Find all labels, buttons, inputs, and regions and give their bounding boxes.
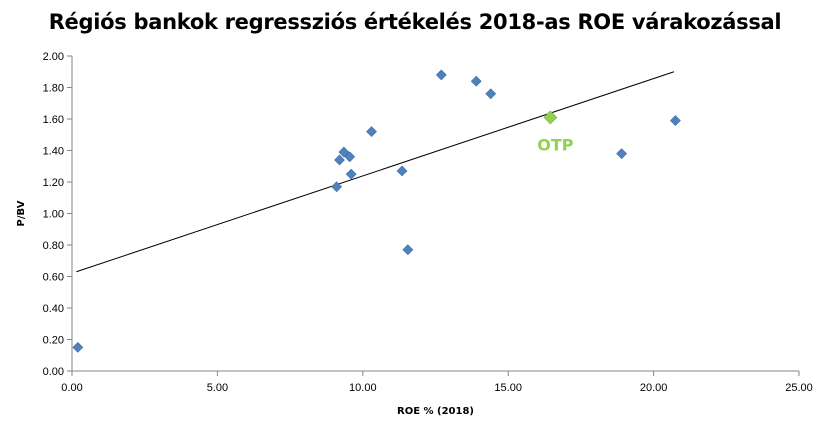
axes: 0.00 0.20 0.40 0.60 0.80 1.00 1.20 1.40 1.60 1.80… bbox=[16, 51, 813, 417]
data-point bbox=[338, 146, 350, 158]
x-tick-label: 0.00 bbox=[61, 382, 82, 394]
data-points bbox=[72, 69, 681, 353]
y-tick-label: 0.80 bbox=[43, 240, 64, 252]
data-point bbox=[344, 151, 356, 163]
data-point bbox=[396, 165, 408, 177]
x-tick-label: 25.00 bbox=[785, 382, 813, 394]
y-tick-label: 1.80 bbox=[43, 83, 64, 95]
y-tick-label: 1.00 bbox=[43, 209, 64, 221]
x-tick-label: 20.00 bbox=[640, 382, 668, 394]
y-tick-label: 0.00 bbox=[43, 366, 64, 378]
chart-title: Régiós bankok regressziós értékelés 2018… bbox=[48, 10, 782, 34]
y-tick-label: 0.60 bbox=[43, 272, 64, 284]
data-point bbox=[331, 181, 343, 193]
y-tick-label: 0.40 bbox=[43, 303, 64, 315]
data-point bbox=[345, 168, 357, 180]
data-point bbox=[402, 244, 414, 256]
data-point bbox=[366, 126, 377, 138]
data-point bbox=[669, 115, 681, 126]
x-tick-label: 10.00 bbox=[349, 382, 377, 394]
y-tick-label: 2.00 bbox=[43, 51, 64, 63]
labels-layer: OTP bbox=[537, 135, 574, 154]
otp-point-label: OTP bbox=[537, 135, 574, 154]
y-tick-label: 1.20 bbox=[43, 177, 64, 189]
data-point bbox=[435, 69, 447, 81]
data-point bbox=[72, 341, 84, 353]
data-point bbox=[470, 75, 482, 87]
y-tick-label: 1.60 bbox=[43, 114, 64, 126]
x-tick-label: 15.00 bbox=[494, 382, 522, 394]
x-axis-title: ROE % (2018) bbox=[397, 406, 474, 417]
data-point bbox=[334, 154, 345, 166]
x-tick-label: 5.00 bbox=[207, 382, 228, 394]
data-point bbox=[485, 88, 497, 100]
data-point bbox=[616, 148, 628, 160]
y-tick-label: 1.40 bbox=[43, 146, 64, 158]
trendline bbox=[76, 71, 675, 273]
y-axis-title: P/BV bbox=[16, 200, 27, 226]
trendline-layer bbox=[76, 71, 675, 273]
y-tick-label: 0.20 bbox=[43, 335, 64, 347]
otp-data-point bbox=[543, 110, 558, 125]
